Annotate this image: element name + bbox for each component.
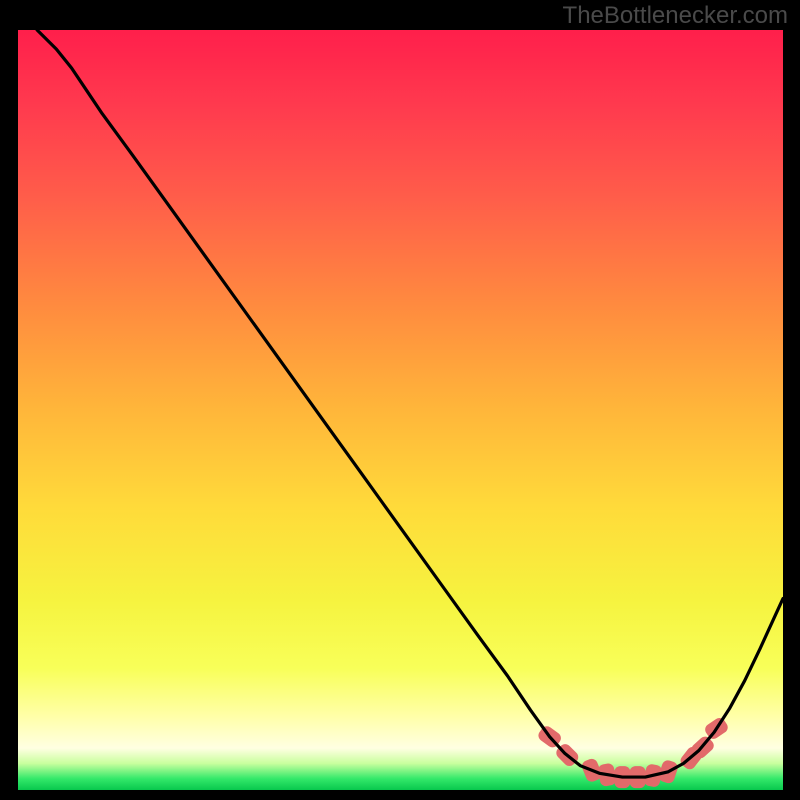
bottleneck-curve-chart bbox=[0, 0, 800, 800]
chart-stage: TheBottlenecker.com bbox=[0, 0, 800, 800]
gradient-background bbox=[18, 30, 783, 790]
